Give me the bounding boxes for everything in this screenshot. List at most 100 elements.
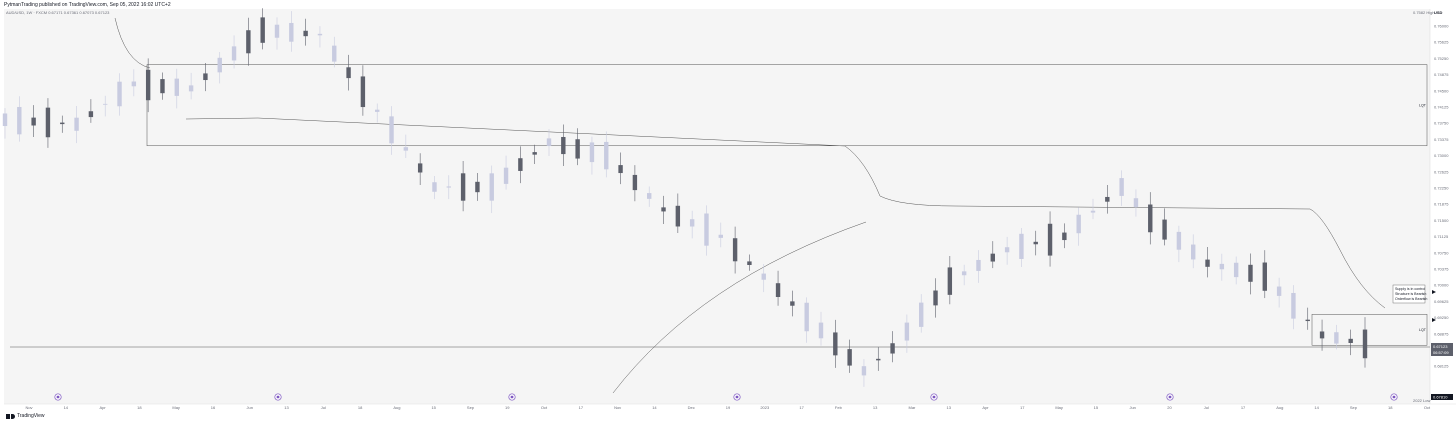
candle[interactable] <box>861 359 867 387</box>
candle[interactable] <box>1033 230 1038 256</box>
candle[interactable] <box>317 26 323 48</box>
candle[interactable] <box>689 210 695 239</box>
candle[interactable] <box>88 99 94 123</box>
candle[interactable] <box>1148 192 1153 245</box>
candle[interactable] <box>718 222 723 248</box>
candle[interactable] <box>103 95 108 117</box>
candle[interactable] <box>833 319 838 368</box>
candle[interactable] <box>260 8 265 50</box>
candle[interactable] <box>947 255 953 305</box>
candle[interactable] <box>561 124 566 166</box>
candle[interactable] <box>647 186 652 207</box>
candle[interactable] <box>203 62 208 92</box>
calendar-event-icon[interactable] <box>930 393 938 401</box>
calendar-event-icon[interactable] <box>733 393 741 401</box>
candle[interactable] <box>117 73 122 116</box>
candle[interactable] <box>532 144 537 165</box>
calendar-event-icon[interactable] <box>54 393 62 401</box>
zone-rect[interactable] <box>146 64 1428 147</box>
candle[interactable] <box>432 176 437 200</box>
candle[interactable] <box>360 65 366 116</box>
candle[interactable] <box>188 72 194 100</box>
structure-line[interactable] <box>612 221 867 394</box>
candle[interactable] <box>1362 317 1368 368</box>
candle[interactable] <box>503 155 509 190</box>
candle[interactable] <box>45 98 51 148</box>
candle[interactable] <box>661 195 666 224</box>
candle[interactable] <box>2 108 8 139</box>
candle[interactable] <box>1176 225 1182 263</box>
candle[interactable] <box>332 36 337 68</box>
candle[interactable] <box>303 18 308 46</box>
candle[interactable] <box>704 205 709 256</box>
structure-line[interactable] <box>114 17 151 69</box>
candle[interactable] <box>1219 253 1225 281</box>
candle[interactable] <box>876 347 881 371</box>
candle[interactable] <box>1233 256 1239 285</box>
candle[interactable] <box>790 290 795 317</box>
candle[interactable] <box>289 11 294 52</box>
candle[interactable] <box>1348 329 1353 356</box>
candle[interactable] <box>775 270 781 306</box>
candle[interactable] <box>546 129 552 156</box>
candle[interactable] <box>60 115 65 133</box>
candle[interactable] <box>804 297 809 343</box>
candle[interactable] <box>489 165 494 214</box>
candle[interactable] <box>217 52 222 84</box>
candle[interactable] <box>589 136 595 175</box>
calendar-event-icon[interactable] <box>1390 393 1398 401</box>
candle[interactable] <box>31 105 36 138</box>
candle[interactable] <box>1305 307 1310 330</box>
candle[interactable] <box>1062 223 1067 249</box>
candle[interactable] <box>1276 277 1282 308</box>
tradingview-footer[interactable]: TradingView <box>6 413 45 419</box>
candle[interactable] <box>890 331 895 363</box>
candle[interactable] <box>1291 285 1296 330</box>
candle[interactable] <box>1019 227 1024 267</box>
candle[interactable] <box>1162 208 1167 246</box>
candle[interactable] <box>990 241 995 269</box>
candle[interactable] <box>518 146 523 184</box>
candle[interactable] <box>732 226 738 274</box>
calendar-event-icon[interactable] <box>1166 393 1174 401</box>
candle[interactable] <box>160 72 165 100</box>
candle[interactable] <box>375 103 380 123</box>
candle[interactable] <box>818 311 824 346</box>
candle[interactable] <box>604 131 609 178</box>
candle[interactable] <box>1205 247 1210 278</box>
candle[interactable] <box>618 152 623 185</box>
candle[interactable] <box>174 68 179 109</box>
candle[interactable] <box>1105 184 1110 214</box>
candle[interactable] <box>17 96 22 142</box>
candle[interactable] <box>1133 189 1139 217</box>
candle[interactable] <box>747 254 752 271</box>
candle[interactable] <box>675 193 681 234</box>
candle[interactable] <box>131 69 137 97</box>
candle[interactable] <box>1076 207 1081 246</box>
calendar-event-icon[interactable] <box>508 393 516 401</box>
candle[interactable] <box>847 339 852 373</box>
candle[interactable] <box>403 134 409 158</box>
candle[interactable] <box>389 106 394 155</box>
candle[interactable] <box>1191 234 1196 269</box>
candle[interactable] <box>1248 253 1253 295</box>
candle[interactable] <box>446 175 451 200</box>
candle[interactable] <box>1119 170 1124 206</box>
analysis-note[interactable]: Supply is in control Structure is Bearis… <box>1392 284 1427 304</box>
candle[interactable] <box>417 153 423 186</box>
candle[interactable] <box>1090 198 1096 220</box>
candle[interactable] <box>632 165 638 202</box>
candle[interactable] <box>1319 319 1325 351</box>
candle[interactable] <box>1334 324 1339 350</box>
candle[interactable] <box>460 160 466 212</box>
candle[interactable] <box>575 128 580 166</box>
candle[interactable] <box>1262 250 1267 299</box>
candle[interactable] <box>145 58 151 113</box>
candle[interactable] <box>346 54 351 91</box>
candle[interactable] <box>74 106 79 144</box>
candle[interactable] <box>1047 211 1053 267</box>
candle[interactable] <box>761 264 766 293</box>
candle[interactable] <box>919 294 924 333</box>
candle[interactable] <box>274 17 280 50</box>
